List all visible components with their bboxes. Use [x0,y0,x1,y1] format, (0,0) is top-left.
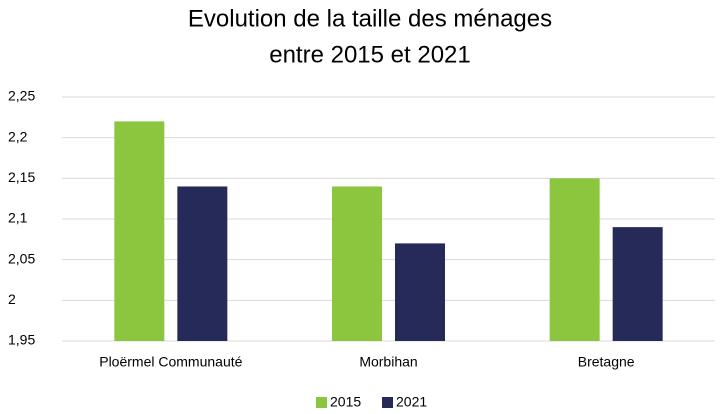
x-tick-label: Ploërmel Communauté [99,354,242,370]
bar [332,186,382,341]
legend-swatch [316,397,327,408]
legend-label: 2015 [330,394,361,410]
chart-title: Evolution de la taille des ménages [188,5,552,32]
y-tick-label: 2,15 [8,169,35,185]
y-tick-label: 2,25 [8,88,35,104]
y-tick-label: 2,2 [8,128,28,144]
bar [549,178,600,341]
bar [612,227,663,341]
bar [177,186,228,341]
y-tick-label: 2 [8,291,16,307]
bar [114,121,165,342]
legend-swatch [382,397,393,408]
y-tick-label: 2,05 [8,250,35,266]
y-tick-label: 1,95 [8,332,35,348]
chart-title: entre 2015 et 2021 [269,41,471,68]
x-tick-label: Bretagne [578,354,635,370]
x-tick-label: Morbihan [359,354,417,370]
bar [395,243,445,341]
legend-label: 2021 [396,394,427,410]
y-tick-label: 2,1 [8,210,28,226]
